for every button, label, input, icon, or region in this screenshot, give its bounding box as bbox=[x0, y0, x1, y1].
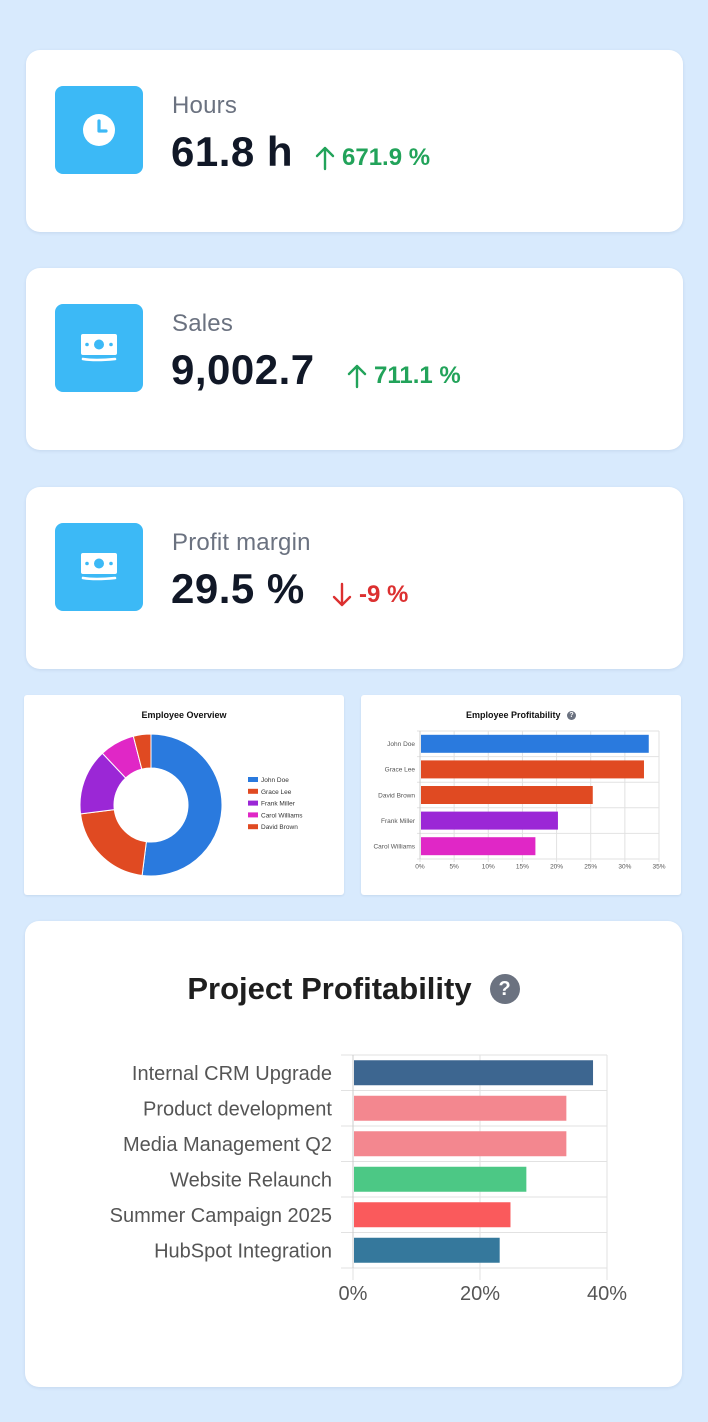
category-label: John Doe bbox=[387, 741, 415, 748]
chart-title: Employee Profitability bbox=[465, 710, 561, 720]
bar bbox=[354, 1095, 567, 1121]
kpi-label: Sales bbox=[172, 310, 234, 337]
bar bbox=[421, 837, 536, 856]
chart-title-row: Project Profitability ? bbox=[25, 971, 682, 1007]
kpi-value: 29.5 % bbox=[171, 565, 305, 612]
kpi-change: -9 % bbox=[331, 581, 408, 609]
category-label: Frank Miller bbox=[381, 818, 416, 825]
question-circle-icon[interactable]: ? bbox=[567, 711, 577, 720]
kpi-value: 61.8 h bbox=[171, 128, 294, 175]
bar bbox=[421, 811, 558, 830]
employee-profitability-card: Employee Profitability ? John Doe Grace L… bbox=[361, 695, 681, 895]
category-label: Product development bbox=[143, 1098, 332, 1120]
project-profitability-chart: Internal CRM Upgrade Product development M… bbox=[110, 1054, 627, 1305]
legend-swatch bbox=[248, 812, 258, 818]
bar bbox=[354, 1166, 527, 1192]
donut-slice bbox=[80, 809, 147, 876]
arrow-down-icon bbox=[332, 582, 352, 607]
tick-label: 30% bbox=[618, 864, 631, 871]
chart-title: Employee Overview bbox=[141, 710, 227, 720]
legend-label: Carol Williams bbox=[261, 812, 303, 819]
tick-label: 20% bbox=[460, 1283, 500, 1305]
category-label: HubSpot Integration bbox=[154, 1240, 332, 1262]
tick-label: 20% bbox=[550, 864, 563, 871]
legend-label: John Doe bbox=[261, 777, 289, 784]
kpi-change-value: 711.1 % bbox=[374, 362, 461, 389]
category-label: David Brown bbox=[378, 792, 415, 799]
clock-icon bbox=[55, 86, 143, 174]
bar bbox=[354, 1237, 500, 1263]
arrow-up-icon bbox=[347, 364, 367, 389]
arrow-up-icon bbox=[315, 146, 335, 171]
sales-card: Sales 9,002.7 711.1 % bbox=[26, 268, 683, 450]
cash-icon bbox=[55, 523, 143, 611]
donut-slice bbox=[132, 733, 152, 770]
legend-label: Grace Lee bbox=[261, 789, 292, 796]
legend-swatch bbox=[248, 800, 258, 806]
tick-label: 15% bbox=[516, 864, 529, 871]
category-label: Summer Campaign 2025 bbox=[110, 1205, 332, 1227]
bar bbox=[421, 760, 644, 779]
question-circle-icon[interactable]: ? bbox=[489, 974, 520, 1004]
kpi-change: 711.1 % bbox=[346, 362, 461, 390]
profit-margin-card: Profit margin 29.5 % -9 % bbox=[26, 487, 683, 669]
tick-label: 0% bbox=[415, 864, 425, 871]
chart-title: Project Profitability bbox=[187, 971, 472, 1006]
tick-label: 0% bbox=[339, 1283, 368, 1305]
bar bbox=[421, 734, 649, 753]
tick-label: 25% bbox=[584, 864, 597, 871]
chart-title-row: Employee Profitability ? bbox=[361, 710, 681, 720]
category-label: Grace Lee bbox=[385, 767, 416, 774]
hours-card: Hours 61.8 h 671.9 % bbox=[26, 50, 683, 232]
legend-swatch bbox=[248, 777, 258, 782]
tick-label: 35% bbox=[652, 864, 665, 871]
donut-slice bbox=[141, 733, 223, 877]
kpi-label: Hours bbox=[172, 92, 238, 119]
legend-label: David Brown bbox=[261, 824, 298, 831]
tick-label: 5% bbox=[449, 864, 459, 871]
project-profitability-card: Project Profitability ? Internal CRM Upg… bbox=[25, 921, 682, 1387]
legend-label: Frank Miller bbox=[261, 801, 296, 808]
employee-overview-chart: John Doe Grace Lee Frank Miller Carol Willi… bbox=[79, 733, 303, 877]
bar bbox=[421, 786, 593, 804]
category-label: Internal CRM Upgrade bbox=[132, 1063, 332, 1085]
employee-profitability-chart: John Doe Grace Lee David Brown Frank Miller… bbox=[373, 730, 666, 871]
category-label: Media Management Q2 bbox=[123, 1134, 332, 1156]
tick-label: 10% bbox=[482, 864, 495, 871]
bar bbox=[354, 1202, 511, 1228]
kpi-change: 671.9 % bbox=[314, 144, 430, 172]
kpi-change-value: -9 % bbox=[359, 581, 409, 608]
kpi-label: Profit margin bbox=[172, 529, 311, 556]
category-label: Carol Williams bbox=[373, 843, 415, 850]
bar bbox=[354, 1060, 594, 1086]
employee-overview-card: Employee Overview John Doe Grace Lee Frank… bbox=[24, 695, 344, 895]
tick-label: 40% bbox=[587, 1283, 627, 1305]
legend-swatch bbox=[248, 788, 258, 794]
legend-swatch bbox=[248, 824, 258, 830]
category-label: Website Relaunch bbox=[170, 1169, 332, 1191]
kpi-value: 9,002.7 bbox=[171, 346, 315, 393]
bar bbox=[354, 1131, 567, 1157]
cash-icon bbox=[55, 304, 143, 392]
kpi-change-value: 671.9 % bbox=[342, 144, 431, 171]
